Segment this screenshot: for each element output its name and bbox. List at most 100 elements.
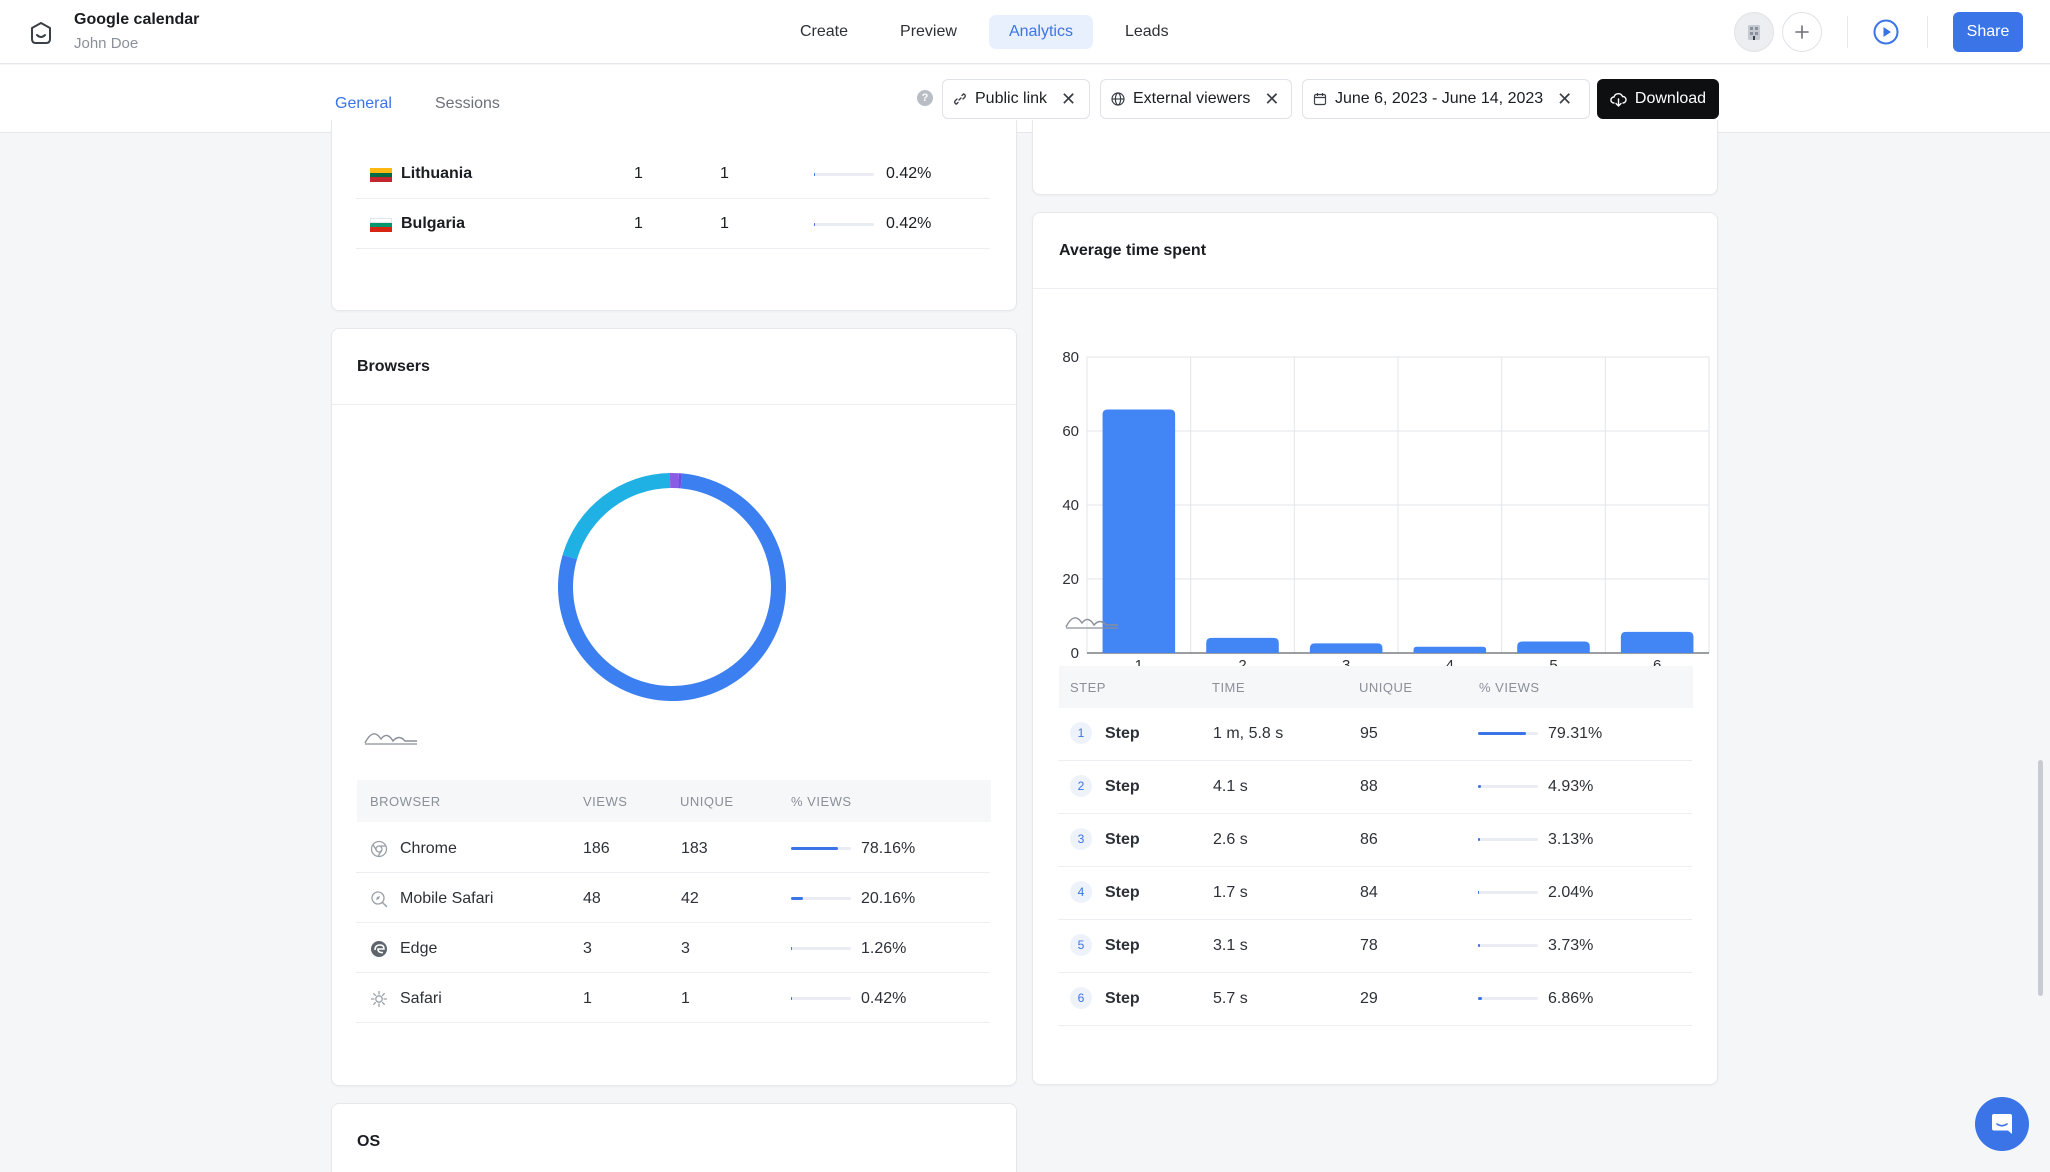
public-link-label: Public link (975, 90, 1048, 107)
step-label: Step (1105, 990, 1140, 1007)
column-percent-views: % VIEWS (1479, 680, 1540, 695)
add-button[interactable] (1782, 12, 1822, 52)
percent-bar (1478, 891, 1538, 894)
country-row: Bulgaria 1 1 0.42% (356, 199, 990, 249)
browsers-donut-chart (558, 473, 786, 701)
mobile-safari-icon (371, 891, 388, 908)
help-icon[interactable]: ? (917, 90, 933, 106)
step-percent: 6.86% (1548, 990, 1594, 1007)
tab-general[interactable]: General (335, 95, 392, 112)
browser-unique: 3 (681, 940, 690, 957)
browser-views: 1 (583, 990, 592, 1007)
x-tick-label: 4 (1446, 657, 1454, 674)
step-label: Step (1105, 778, 1140, 795)
x-tick-label: 6 (1653, 657, 1661, 674)
browser-views: 48 (583, 890, 601, 907)
step-label: Step (1105, 884, 1140, 901)
step-row: 4 Step 1.7 s 84 2.04% (1058, 867, 1692, 920)
step-label: Step (1105, 725, 1140, 742)
analytics-toolbar: General Sessions ? Public link ✕ Externa… (0, 65, 2050, 133)
browser-row: Mobile Safari 48 42 20.16% (356, 873, 990, 923)
date-range-filter[interactable]: June 6, 2023 - June 14, 2023 ✕ (1302, 79, 1590, 119)
step-row: 3 Step 2.6 s 86 3.13% (1058, 814, 1692, 867)
download-button[interactable]: Download (1597, 79, 1719, 119)
play-circle-icon (1873, 19, 1899, 45)
bar-step-5[interactable] (1517, 641, 1590, 653)
x-tick-label: 5 (1549, 657, 1557, 674)
chart-type-toggle-icon[interactable] (363, 725, 419, 747)
top-bar: Google calendar John Doe Create Preview … (0, 0, 2050, 64)
percent-bar (791, 847, 851, 850)
step-unique: 29 (1360, 990, 1378, 1007)
remove-date-range-icon[interactable]: ✕ (1557, 88, 1573, 109)
step-percent: 3.73% (1548, 937, 1594, 954)
page-scrollbar[interactable] (2038, 760, 2043, 996)
step-number-badge: 6 (1070, 987, 1092, 1009)
column-views: VIEWS (583, 794, 628, 809)
public-link-filter[interactable]: Public link ✕ (942, 79, 1090, 119)
chart-type-toggle-icon[interactable] (1064, 609, 1120, 631)
browser-unique: 42 (681, 890, 699, 907)
nav-analytics[interactable]: Analytics (988, 15, 1093, 49)
column-unique: UNIQUE (680, 794, 734, 809)
country-name: Lithuania (401, 165, 473, 182)
tab-sessions[interactable]: Sessions (435, 95, 500, 112)
x-tick-label: 1 (1135, 657, 1143, 674)
play-button[interactable] (1866, 12, 1906, 52)
bar-step-2[interactable] (1206, 637, 1279, 653)
average-time-bar-chart: 0 20 40 60 80 1 2 3 4 5 6 (1062, 349, 1710, 674)
donut-slice-edge[interactable] (669, 473, 679, 489)
country-views: 1 (634, 215, 643, 232)
external-viewers-filter[interactable]: External viewers ✕ (1100, 79, 1292, 119)
chat-launcher-button[interactable] (1975, 1097, 2029, 1151)
os-title: OS (357, 1133, 381, 1150)
average-time-card: Average time spent 0 20 40 60 80 1 2 3 4 5 6 STEP … (1032, 212, 1718, 1085)
bar-step-6[interactable] (1620, 631, 1694, 653)
browsers-title: Browsers (357, 358, 430, 375)
main-nav: Create Preview Analytics Leads (780, 15, 1189, 49)
step-percent: 2.04% (1548, 884, 1594, 901)
lithuania-flag-icon (370, 168, 392, 183)
country-unique: 1 (720, 165, 729, 182)
step-percent: 79.31% (1548, 725, 1603, 742)
chrome-icon (370, 840, 388, 858)
percent-bar (1478, 732, 1538, 735)
donut-slice-safari[interactable] (678, 473, 682, 489)
nav-leads[interactable]: Leads (1124, 23, 1169, 40)
bar-step-3[interactable] (1309, 643, 1383, 653)
y-tick-label: 40 (1062, 497, 1079, 514)
nav-create[interactable]: Create (800, 23, 849, 40)
browser-percent: 0.42% (861, 990, 907, 1007)
bar-step-1[interactable] (1102, 409, 1176, 653)
step-unique: 86 (1360, 831, 1378, 848)
donut-slice-mobile-safari[interactable] (562, 473, 671, 560)
step-unique: 95 (1360, 725, 1378, 742)
bar-step-4[interactable] (1413, 646, 1487, 653)
browser-unique: 183 (681, 840, 708, 857)
column-time: TIME (1212, 680, 1246, 695)
browser-percent: 20.16% (861, 890, 916, 907)
chat-icon (1992, 1114, 2012, 1134)
column-browser: BROWSER (370, 794, 441, 809)
divider (332, 404, 1016, 405)
step-number-badge: 1 (1070, 722, 1092, 744)
step-number-badge: 4 (1070, 881, 1092, 903)
browsers-table-header: BROWSER VIEWS UNIQUE % VIEWS (357, 780, 991, 822)
nav-preview[interactable]: Preview (900, 23, 957, 40)
download-label: Download (1634, 90, 1707, 107)
y-tick-label: 0 (1071, 645, 1079, 662)
remove-external-viewers-icon[interactable]: ✕ (1264, 88, 1280, 109)
share-button[interactable]: Share (1953, 12, 2023, 52)
workspace-button[interactable] (1734, 12, 1774, 52)
home-logo-icon[interactable] (28, 20, 54, 46)
step-row: 5 Step 3.1 s 78 3.73% (1058, 920, 1692, 973)
column-unique: UNIQUE (1359, 680, 1413, 695)
step-unique: 78 (1360, 937, 1378, 954)
step-time: 2.6 s (1213, 831, 1248, 848)
country-percent: 0.42% (886, 165, 932, 182)
browsers-card: Browsers BROWSER VIEWS UNIQUE % VIEWS (331, 328, 1017, 1086)
divider (1927, 16, 1928, 48)
browser-name: Edge (400, 940, 438, 957)
percent-bar (791, 947, 851, 950)
remove-public-link-icon[interactable]: ✕ (1061, 88, 1077, 109)
